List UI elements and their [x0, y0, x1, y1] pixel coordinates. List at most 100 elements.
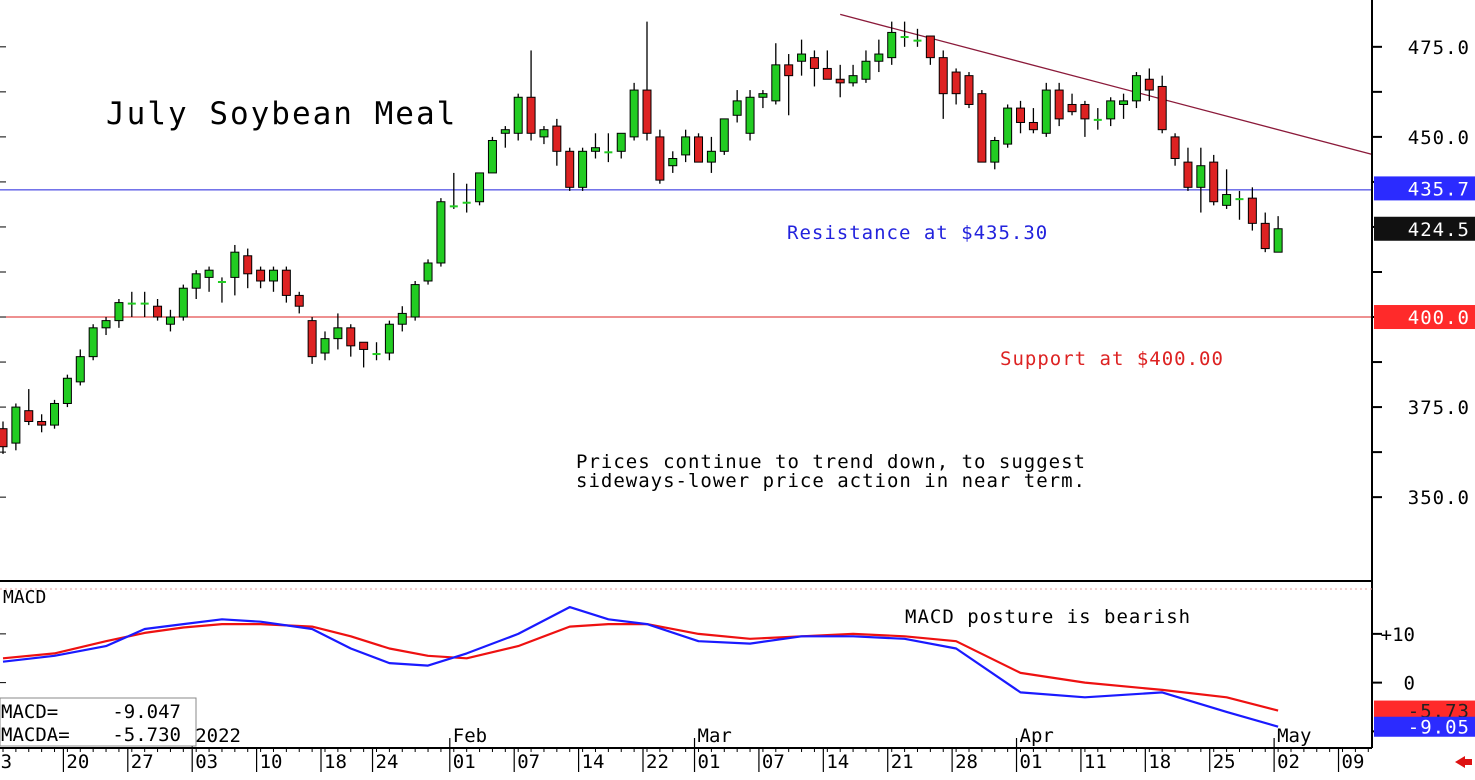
candle-up	[732, 90, 742, 123]
candle-body	[1157, 85, 1167, 131]
price-tag-label: 424.5	[1408, 219, 1470, 241]
x-tick-label: 18	[1148, 751, 1171, 773]
candle-down	[243, 248, 253, 289]
candle-body	[397, 312, 407, 325]
candle-down	[1080, 100, 1090, 137]
macd-value-tag-box	[1374, 700, 1475, 721]
candle-body	[1183, 161, 1193, 188]
macd-series-macda	[2, 622, 1279, 712]
candle-up	[539, 126, 549, 145]
candle-up	[706, 136, 716, 173]
candle-up	[1131, 72, 1141, 109]
candle-down	[552, 118, 562, 166]
candle-body	[307, 320, 317, 358]
candle-body	[1131, 75, 1141, 102]
candle-body	[732, 100, 742, 116]
candle-body	[1119, 100, 1129, 105]
candle-up	[616, 132, 626, 159]
candle-up	[165, 309, 175, 332]
price-tag-label: 435.7	[1408, 178, 1470, 200]
candle-body	[1273, 228, 1283, 253]
candle-up	[114, 299, 124, 328]
candle-body	[1170, 136, 1180, 160]
candle-up	[410, 280, 420, 321]
candle-body	[0, 428, 8, 448]
month-label: Mar	[698, 725, 732, 747]
price-axis: 475.0 450.0 375.0 350.0	[0, 37, 1469, 509]
price-tag: 435.7	[1374, 176, 1475, 201]
candle-body	[256, 269, 266, 282]
macd-value-tag-label: -9.05	[1408, 717, 1470, 739]
candle-body	[1028, 121, 1038, 131]
candle-up	[384, 320, 394, 361]
candle-body	[758, 93, 768, 98]
resistance-label: Resistance at $435.30	[787, 222, 1048, 244]
price-tag: 424.5	[1374, 216, 1475, 241]
candle-body	[1235, 198, 1244, 201]
candle-up	[475, 172, 485, 206]
candle-body	[771, 64, 781, 102]
macda-readout-value: -5.730	[112, 724, 181, 746]
price-tag: 400.0	[1374, 305, 1475, 330]
candle-body	[1016, 107, 1026, 123]
candle-up	[204, 266, 214, 292]
candle-body	[423, 262, 433, 282]
x-tick-label: 24	[376, 751, 399, 773]
candle-body	[835, 78, 845, 84]
x-tick-label: 02	[1277, 751, 1300, 773]
candle-up	[629, 82, 639, 141]
candle-body	[1080, 103, 1090, 120]
macd-panel-title: MACD	[3, 587, 46, 608]
candle-down	[294, 291, 304, 314]
candle-up	[101, 317, 111, 336]
candle-up	[268, 266, 278, 292]
candle-body	[590, 147, 600, 152]
candle-up	[590, 133, 600, 159]
price-tag-box	[1374, 216, 1475, 241]
candle-body	[11, 406, 21, 444]
macd-annotation: MACD posture is bearish	[905, 606, 1191, 628]
candle-body	[153, 305, 163, 318]
support-label: Support at $400.00	[1000, 348, 1224, 370]
candle-body	[178, 287, 188, 318]
candle-up	[1106, 97, 1116, 127]
candle-down	[835, 64, 845, 98]
x-tick-label: 28	[955, 751, 978, 773]
candle-body	[1209, 161, 1219, 203]
candle-down	[694, 133, 704, 163]
candle-down	[964, 72, 974, 109]
macd-readout-value: -9.047	[112, 701, 181, 723]
x-tick-label: 09	[1342, 751, 1365, 773]
x-tick-label: 03	[195, 751, 218, 773]
candle-down	[526, 50, 536, 141]
candle-body	[372, 353, 381, 356]
candle-up	[913, 28, 922, 47]
price-tag-box	[1374, 305, 1475, 330]
macd-value-tag-box	[1374, 716, 1475, 737]
candle-body	[75, 356, 85, 383]
candle-up	[320, 331, 330, 361]
candle-body	[449, 205, 458, 208]
candle-body	[604, 151, 613, 154]
scroll-left-arrow-icon[interactable]	[1455, 756, 1472, 768]
candle-up	[397, 306, 407, 332]
candle-up	[423, 259, 433, 285]
candle-up	[1119, 93, 1129, 119]
candle-down	[346, 324, 356, 357]
candle-down	[256, 266, 266, 289]
candle-body	[797, 53, 807, 62]
candle-body	[1093, 118, 1102, 121]
candle-up	[449, 172, 458, 209]
month-label: Feb	[453, 725, 487, 747]
candle-body	[887, 31, 897, 59]
candle-up	[578, 147, 588, 191]
candle-up	[874, 39, 884, 73]
x-tick-label: 11	[1084, 751, 1107, 773]
candle-body	[230, 251, 240, 278]
candle-body	[745, 96, 755, 134]
candle-body	[1222, 194, 1232, 206]
candle-body	[809, 57, 819, 69]
annotation-line-1: Prices continue to trend down, to sugges…	[576, 451, 1086, 473]
candle-body	[694, 136, 704, 163]
candle-body	[333, 327, 343, 340]
